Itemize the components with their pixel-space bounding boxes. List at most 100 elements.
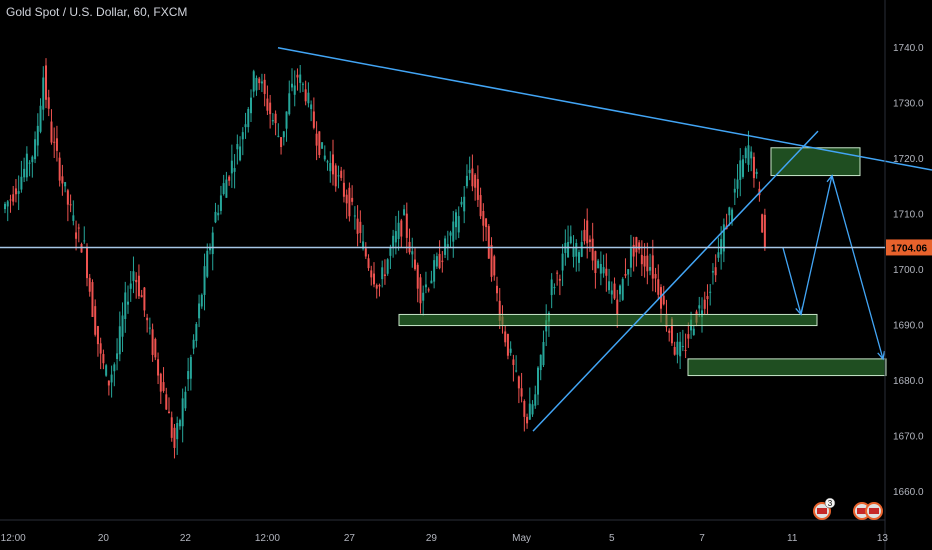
- projection-path[interactable]: [782, 175, 884, 360]
- time-tick-label: 7: [699, 533, 705, 544]
- candle-body: [209, 247, 211, 251]
- candle-body: [381, 267, 384, 280]
- candle-body: [124, 292, 127, 319]
- time-axis[interactable]: 12:00 20 22 12:00 27 29 May 5 7 11 13: [0, 519, 889, 544]
- candle-body: [280, 137, 283, 148]
- event-icons[interactable]: 3: [813, 497, 883, 520]
- candle-body: [25, 153, 28, 178]
- candle-body: [356, 218, 359, 234]
- candle-body: [750, 151, 753, 159]
- candle-body: [225, 179, 228, 198]
- candle-body: [252, 71, 255, 92]
- candle-body: [449, 232, 452, 236]
- candle-body: [192, 339, 195, 349]
- candle-body: [619, 285, 621, 295]
- candle-body: [616, 299, 619, 315]
- arrow-head: [826, 174, 835, 184]
- candle-body: [550, 279, 553, 296]
- candle-body: [632, 244, 635, 257]
- candle-body: [107, 380, 110, 386]
- candle-body: [315, 133, 318, 146]
- price-tick-label: 1720.0: [893, 154, 924, 165]
- candle-body: [389, 248, 392, 256]
- candle-body: [394, 231, 397, 243]
- candle-body: [441, 260, 444, 262]
- candle-body: [654, 273, 657, 279]
- candle-body: [471, 168, 474, 187]
- candle-body: [594, 251, 597, 274]
- candle-body: [219, 195, 222, 211]
- candle-body: [629, 248, 632, 268]
- events-badge[interactable]: [824, 497, 836, 509]
- support-zone[interactable]: [398, 313, 818, 327]
- candle-body: [200, 294, 203, 307]
- candle-body: [99, 343, 102, 354]
- time-tick-label: 12:00: [255, 533, 280, 544]
- candle-body: [176, 423, 179, 440]
- candle-body: [419, 277, 422, 304]
- candle-body: [247, 108, 250, 128]
- candle-body: [651, 255, 654, 279]
- candle-body: [337, 175, 340, 177]
- candle-body: [288, 93, 291, 115]
- candle-body: [733, 188, 736, 193]
- candle-body: [534, 394, 537, 406]
- candle-body: [731, 209, 734, 222]
- candle-body: [47, 97, 50, 109]
- flag-stripe: [869, 508, 879, 514]
- time-tick-label: 11: [787, 533, 798, 544]
- supply-zone[interactable]: [770, 147, 861, 177]
- candle-body: [490, 245, 493, 277]
- candle-body: [427, 289, 430, 291]
- candle-body: [608, 281, 611, 291]
- candle-body: [198, 303, 201, 319]
- candle-body: [422, 292, 425, 301]
- candle-body: [580, 242, 583, 257]
- candle-body: [293, 85, 296, 95]
- candle-body: [509, 348, 512, 353]
- resistance-trendline[interactable]: [277, 47, 932, 171]
- candle-body: [498, 300, 501, 321]
- candle-body: [660, 287, 662, 309]
- candle-body: [646, 255, 649, 272]
- trendlines[interactable]: [277, 47, 932, 432]
- candle-body: [597, 260, 600, 269]
- candle-body: [132, 271, 135, 282]
- candle-body: [250, 97, 252, 114]
- events-count: 3: [828, 499, 833, 508]
- time-tick-label: 20: [98, 533, 110, 544]
- candle-body: [668, 330, 671, 333]
- price-axis[interactable]: 1660.0 1670.0 1680.0 1690.0 1700.0 1710.0 1720…: [884, 0, 924, 550]
- candle-body: [195, 324, 198, 341]
- target-zone[interactable]: [687, 358, 887, 377]
- candle-body: [274, 113, 277, 124]
- candle-body: [113, 364, 116, 372]
- time-tick-label: 27: [344, 533, 356, 544]
- candle-body: [157, 359, 160, 376]
- candle-body: [12, 194, 15, 202]
- candle-body: [162, 382, 165, 392]
- candle-body: [517, 376, 520, 389]
- candle-body: [676, 341, 679, 355]
- candle-body: [178, 420, 181, 427]
- candle-body: [285, 111, 288, 129]
- candle-body: [50, 121, 53, 143]
- candle-body: [714, 267, 717, 276]
- candle-body: [77, 227, 80, 229]
- candle-body: [373, 273, 375, 285]
- time-tick-label: 12:00: [1, 533, 26, 544]
- candle-body: [260, 81, 263, 84]
- candle-body: [55, 138, 58, 151]
- candle-body: [170, 417, 173, 438]
- candle-body: [244, 124, 247, 128]
- support-trendline[interactable]: [532, 130, 819, 432]
- candle-body: [424, 284, 427, 288]
- candle-body: [271, 120, 274, 122]
- candle-body: [452, 221, 455, 242]
- flag-stripe: [857, 508, 867, 514]
- candle-body: [681, 346, 684, 348]
- zones[interactable]: [398, 147, 887, 377]
- time-tick-label: 13: [877, 533, 889, 544]
